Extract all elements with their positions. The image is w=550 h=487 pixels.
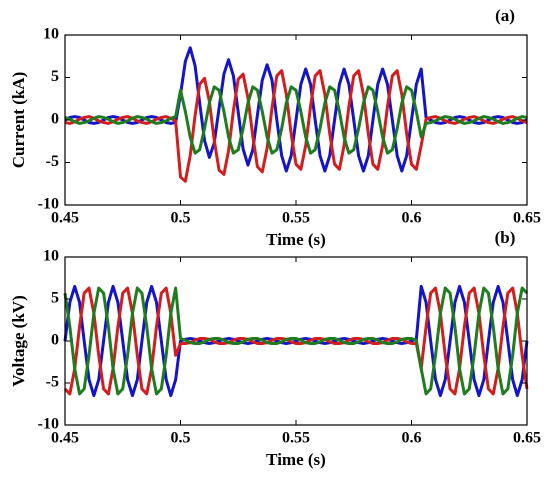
series-line <box>63 286 529 396</box>
y-axis-title: Current (kA) <box>9 72 28 168</box>
series-line <box>64 85 528 155</box>
x-tick-label: 0.65 <box>513 210 541 227</box>
x-tick-label: 0.5 <box>171 210 191 227</box>
y-tick-label: 5 <box>51 68 59 85</box>
y-tick-label: 0 <box>51 332 59 349</box>
x-axis-title: Time (s) <box>266 230 326 249</box>
y-tick-label: 10 <box>43 248 59 265</box>
x-tick-label: 0.5 <box>171 430 191 447</box>
y-tick-label: 10 <box>43 26 59 43</box>
x-tick-label: 0.45 <box>51 210 79 227</box>
panel-label: (a) <box>495 6 515 25</box>
x-tick-label: 0.6 <box>402 430 422 447</box>
x-tick-label: 0.6 <box>402 210 422 227</box>
panel-label: (b) <box>495 228 516 247</box>
series-line <box>64 69 528 183</box>
y-tick-label: -5 <box>46 374 59 391</box>
x-axis-title: Time (s) <box>266 450 326 469</box>
panel: 0.45 0.5 0.55 0.6 0.65 -10 -5 0 5 10 Time (s) Volta… <box>9 228 541 469</box>
y-tick-label: -10 <box>38 416 59 433</box>
y-tick-label: -10 <box>38 196 59 213</box>
panel: 0.45 0.5 0.55 0.6 0.65 -10 -5 0 5 10 Time (s) Curre… <box>9 6 541 249</box>
series-line <box>64 46 528 173</box>
y-tick-label: -5 <box>46 153 59 170</box>
series-line <box>63 286 529 396</box>
x-tick-label: 0.65 <box>513 430 541 447</box>
y-tick-label: 0 <box>51 111 59 128</box>
y-tick-label: 5 <box>51 290 59 307</box>
x-tick-label: 0.55 <box>282 210 310 227</box>
x-tick-label: 0.45 <box>51 430 79 447</box>
x-tick-label: 0.55 <box>282 430 310 447</box>
series-line <box>63 284 529 398</box>
y-axis-title: Voltage (kV) <box>9 295 28 386</box>
